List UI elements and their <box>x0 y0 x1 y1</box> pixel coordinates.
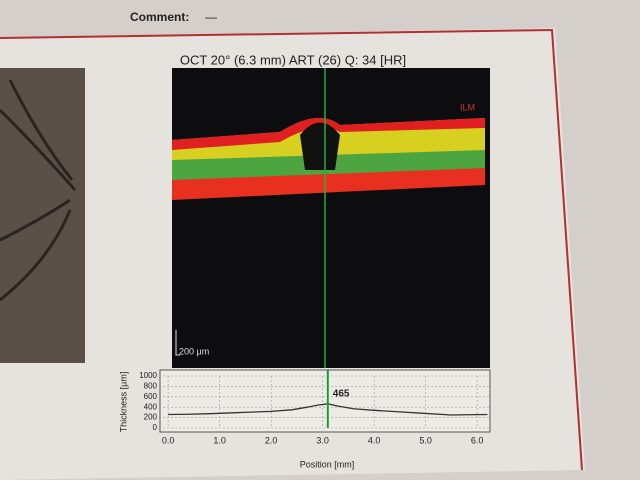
vessels <box>0 79 77 302</box>
y-tick-label: 200 <box>144 413 158 422</box>
x-axis-title: Position [mm] <box>300 459 355 469</box>
y-tick-label: 600 <box>144 392 158 401</box>
x-tick-label: 5.0 <box>419 435 432 445</box>
x-tick-label: 1.0 <box>213 435 226 445</box>
scale-bar <box>175 330 180 356</box>
chart-frame <box>159 369 491 433</box>
x-tick-label: 2.0 <box>265 435 278 445</box>
oct-layer-red <box>172 117 485 150</box>
x-tick-label: 0.0 <box>162 435 175 445</box>
x-tick-label: 6.0 <box>471 435 484 445</box>
scale-label: 200 µm <box>179 346 209 356</box>
border <box>0 28 583 471</box>
x-tick-label: 3.0 <box>316 435 329 445</box>
oct-title: OCT 20° (6.3 mm) ART (26) Q: 34 [HR] <box>180 52 406 67</box>
oct-image <box>172 68 490 368</box>
oct-layer-rpe <box>172 168 485 200</box>
y-tick-label: 0 <box>153 423 158 432</box>
comment-value: — <box>205 10 217 24</box>
oct-cyst <box>300 122 340 170</box>
x-tick-label: 4.0 <box>368 435 381 445</box>
y-tick-label: 400 <box>144 402 158 411</box>
comment-label: Comment: <box>130 10 189 24</box>
y-tick-label: 1000 <box>139 371 157 380</box>
thickness-line <box>168 403 488 416</box>
ilm-label: ILM <box>460 102 475 112</box>
y-tick-label: 800 <box>144 382 158 391</box>
y-axis-title: Thickness [µm] <box>118 372 128 433</box>
marker-value: 465 <box>333 388 350 399</box>
